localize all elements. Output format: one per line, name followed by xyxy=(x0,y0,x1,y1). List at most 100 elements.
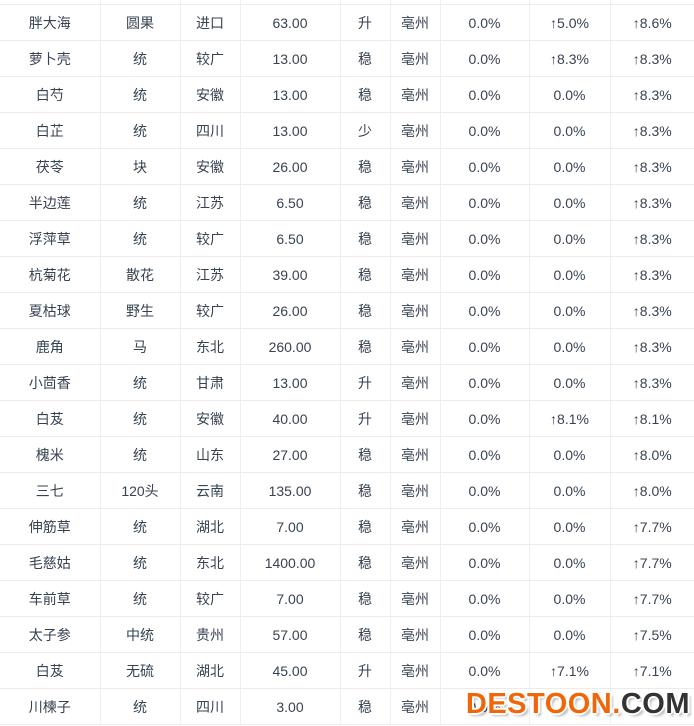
cell-origin: 安徽 xyxy=(180,76,241,113)
cell-pct-3: ↑7.7% xyxy=(610,544,694,581)
cell-pct-2: 0.0% xyxy=(529,544,611,581)
cell-market: 亳州 xyxy=(390,364,441,401)
cell-spec: 散花 xyxy=(100,256,181,293)
cell-market: 亳州 xyxy=(390,256,441,293)
table-row: 夏枯球 野生 较广 26.00 稳亳州 0.0% 0.0% ↑8.3% xyxy=(0,292,694,329)
cell-origin: 湖北 xyxy=(180,652,241,689)
cell-pct-3: ↑8.3% xyxy=(610,328,694,365)
cell-pct-1: 0.0% xyxy=(440,4,530,41)
cropped-cell xyxy=(529,0,611,5)
cell-name: 伸筋草 xyxy=(0,508,101,545)
cell-origin: 四川 xyxy=(180,688,241,725)
cell-price: 135.00 xyxy=(240,472,341,509)
cell-pct-3: ↑8.0% xyxy=(610,436,694,473)
destoon-watermark: DESTOON.COM xyxy=(466,690,690,719)
cell-market: 亳州 xyxy=(390,328,441,365)
cell-origin: 江苏 xyxy=(180,184,241,221)
cell-name: 夏枯球 xyxy=(0,292,101,329)
cell-pct-2: 0.0% xyxy=(529,508,611,545)
cell-trend: 稳 xyxy=(340,220,391,257)
cropped-cell xyxy=(610,0,694,5)
table-row: 白芨 无硫 湖北 45.00 升亳州 0.0% ↑7.1% ↑7.1% xyxy=(0,652,694,689)
cell-pct-3: ↑7.1% xyxy=(610,652,694,689)
cell-name: 车前草 xyxy=(0,580,101,617)
cell-origin: 山东 xyxy=(180,436,241,473)
cell-pct-1: 0.0% xyxy=(440,436,530,473)
cell-pct-1: 0.0% xyxy=(440,256,530,293)
cell-trend: 稳 xyxy=(340,580,391,617)
cell-pct-1: 0.0% xyxy=(440,328,530,365)
cell-pct-1: 0.0% xyxy=(440,184,530,221)
table-row: 小茴香统甘肃 13.00 升亳州 0.0% 0.0% ↑8.3% xyxy=(0,364,694,401)
cell-origin: 贵州 xyxy=(180,616,241,653)
cell-pct-2: ↑8.1% xyxy=(529,400,611,437)
cell-pct-1: 0.0% xyxy=(440,544,530,581)
cell-origin: 云南 xyxy=(180,472,241,509)
cell-trend: 升 xyxy=(340,400,391,437)
cell-market: 亳州 xyxy=(390,616,441,653)
cell-pct-3: ↑8.3% xyxy=(610,220,694,257)
table-row: 白芨统安徽 40.00 升亳州 0.0% ↑8.1% ↑8.1% xyxy=(0,400,694,437)
cell-pct-1: 0.0% xyxy=(440,652,530,689)
cell-pct-1: 0.0% xyxy=(440,508,530,545)
cell-trend: 稳 xyxy=(340,148,391,185)
cell-name: 槐米 xyxy=(0,436,101,473)
cell-spec: 统 xyxy=(100,364,181,401)
cell-origin: 较广 xyxy=(180,292,241,329)
cell-pct-2: 0.0% xyxy=(529,148,611,185)
cell-name: 白芍 xyxy=(0,76,101,113)
cell-pct-1: 0.0% xyxy=(440,148,530,185)
cell-pct-1: 0.0% xyxy=(440,688,530,725)
cell-price: 40.00 xyxy=(240,400,341,437)
cell-name: 三七 xyxy=(0,472,101,509)
cell-spec: 统 xyxy=(100,436,181,473)
cell-origin: 湖北 xyxy=(180,508,241,545)
cell-spec: 统 xyxy=(100,400,181,437)
table-row: 杭菊花 散花 江苏 39.00 稳亳州 0.0% 0.0% ↑8.3% xyxy=(0,256,694,293)
cell-name: 小茴香 xyxy=(0,364,101,401)
cell-spec: 野生 xyxy=(100,292,181,329)
cropped-row-top xyxy=(0,0,694,5)
cell-spec: 中统 xyxy=(100,616,181,653)
cell-pct-2: 0.0% xyxy=(529,292,611,329)
cell-price: 39.00 xyxy=(240,256,341,293)
cell-pct-1: 0.0% xyxy=(440,580,530,617)
cell-price: 6.50 xyxy=(240,220,341,257)
cell-price: 6.50 xyxy=(240,184,341,221)
cell-pct-1: 0.0% xyxy=(440,112,530,149)
cell-price: 13.00 xyxy=(240,112,341,149)
table-row: 半边莲统江苏 6.50 稳亳州 0.0% 0.0% ↑8.3% xyxy=(0,184,694,221)
cell-trend: 稳 xyxy=(340,508,391,545)
cell-trend: 稳 xyxy=(340,328,391,365)
table-row: 毛慈姑统东北 1400.00 稳亳州 0.0% 0.0% ↑7.7% xyxy=(0,544,694,581)
cell-pct-3 xyxy=(610,688,694,725)
cell-market: 亳州 xyxy=(390,472,441,509)
cell-price: 13.00 xyxy=(240,40,341,77)
cell-market: 亳州 xyxy=(390,4,441,41)
cell-pct-3: ↑7.5% xyxy=(610,616,694,653)
cell-name: 杭菊花 xyxy=(0,256,101,293)
cell-trend: 稳 xyxy=(340,544,391,581)
cell-pct-2: 0.0% xyxy=(529,472,611,509)
cell-name: 白芨 xyxy=(0,400,101,437)
watermark-dot: . xyxy=(612,688,621,720)
cell-origin: 安徽 xyxy=(180,400,241,437)
cell-pct-2: ↑7.1% xyxy=(529,652,611,689)
table-row: 槐米统山东 27.00 稳亳州 0.0% 0.0% ↑8.0% xyxy=(0,436,694,473)
cell-trend: 稳 xyxy=(340,292,391,329)
cell-pct-1: 0.0% xyxy=(440,472,530,509)
cell-pct-1: 0.0% xyxy=(440,40,530,77)
cell-trend: 稳 xyxy=(340,76,391,113)
cell-trend: 升 xyxy=(340,4,391,41)
cell-trend: 稳 xyxy=(340,184,391,221)
watermark-brand: DESTOON xyxy=(465,688,613,720)
cell-spec: 120头 xyxy=(100,472,181,509)
cell-pct-2: 0.0% xyxy=(529,436,611,473)
cell-pct-2: 0.0% xyxy=(529,112,611,149)
cell-spec: 统 xyxy=(100,508,181,545)
cell-name: 胖大海 xyxy=(0,4,101,41)
cell-origin: 较广 xyxy=(180,580,241,617)
cell-pct-3: ↑8.3% xyxy=(610,256,694,293)
cell-origin: 江苏 xyxy=(180,256,241,293)
